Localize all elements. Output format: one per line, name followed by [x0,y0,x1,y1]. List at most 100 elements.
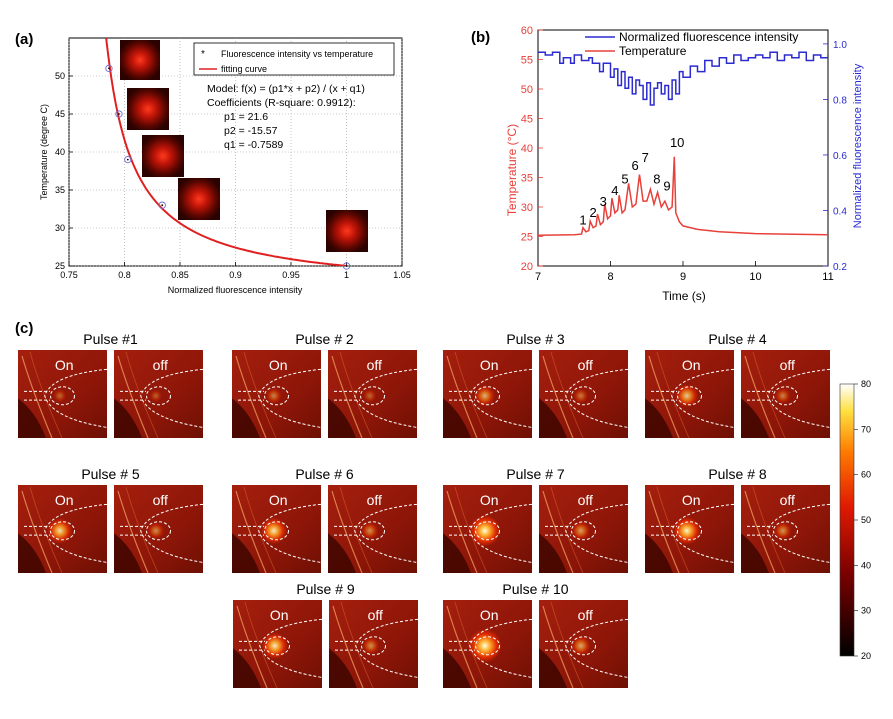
tile-off: off [328,350,418,439]
data-point-center [161,204,164,207]
pulse-title: Pulse # 9 [296,581,355,597]
x-tick-label: 8 [607,271,613,283]
left-tick-label: 50 [521,84,533,96]
tile-dashed-ellipse [50,521,75,541]
inset-image-5 [326,210,368,252]
tile-shadow [18,533,46,573]
colorbar-tick-label: 20 [861,651,871,661]
tile-on: On [232,350,322,439]
x-tick-label: 10 [749,271,761,283]
colorbar-ticks: 20 30 40 50 60 70 80 [854,379,871,661]
right-tick-label: 0.6 [833,151,847,162]
panel-a-model-annotation: Model: f(x) = (p1*x + p2) / (x + q1) Coe… [207,83,365,151]
inset-image-2 [127,88,169,130]
tile-arc [542,355,574,439]
panel-c-label: (c) [15,320,33,337]
tile-dashed-outline [469,503,533,563]
tile-arc [235,490,267,574]
panel-a-label: (a) [15,31,33,48]
annotation-model: Model: f(x) = (p1*x + p2) / (x + q1) [207,83,365,95]
pulse-number-label: 7 [642,150,649,165]
left-tick-label: 35 [521,173,533,185]
tile-label-on: On [269,357,288,373]
tile-label-on: On [55,492,74,508]
tile-dashed-ellipse [146,521,171,541]
tile-arc [340,601,374,689]
tile-dashed-ellipse [773,386,798,406]
pulse-number-label: 3 [600,194,607,209]
data-point [115,110,123,118]
panel-a-legend: * Fluorescence intensity vs temperature … [193,42,395,76]
tile-hotspot [675,384,699,408]
annotation-p1: p1 = 21.6 [224,111,268,123]
tile-arc [446,355,478,439]
tile-label-off: off [368,607,383,623]
tile-shadow [232,533,260,573]
tile-on: On [645,485,735,574]
tile-arc [243,351,277,439]
tile-shadow [232,398,260,438]
tile-off: off [328,485,418,574]
pulse-number-label: 5 [621,171,628,186]
tile-off: off [741,350,831,439]
tile-label-off: off [153,357,168,373]
panel-b-xlabel: Time (s) [662,289,706,303]
colorbar-tick-label: 70 [861,424,871,434]
tile-on: On [233,600,323,689]
tile-hotspot [571,635,591,656]
tile-arc [331,355,363,439]
pulse-number-label: 6 [632,158,639,173]
x-tick-label: 0.9 [229,270,242,280]
tile-arc [29,351,63,439]
tile-dashed-outline [565,503,629,563]
tile-dashed-ellipse [475,386,500,406]
legend-b-1: Normalized fluorescence intensity [619,30,798,44]
panel-b-label: (b) [471,29,490,46]
right-tick-label: 1.0 [833,40,847,51]
right-tick-label: 0.2 [833,262,847,273]
left-tick-label: 40 [521,143,533,155]
pulse-number-label: 8 [653,171,660,186]
x-tick-label: 0.8 [118,270,131,280]
tile-shadow [114,398,142,438]
tile-arc [656,351,690,439]
tile-shadow [328,533,356,573]
tile-dashed-outline [354,503,418,563]
tile-hotspot [260,517,288,544]
panel-a-points [105,64,351,270]
data-point-center [345,265,348,267]
tile-arc [331,490,363,574]
tile-shadow [539,533,567,573]
tile-on: On [18,350,108,439]
tile-hotspot [469,515,501,547]
tile-label-on: On [682,492,701,508]
pulse-title: Pulse # 8 [708,466,767,482]
tile-arc [648,490,680,574]
tile-arc [21,490,53,574]
left-tick-label: 25 [521,232,533,244]
tile-hotspot [468,628,502,663]
tile-on: On [18,485,108,574]
tile-arc [550,486,584,574]
tile-dashed-outline [140,503,204,563]
tile-dashed-outline [355,618,419,678]
tile-arc [752,486,786,574]
inset-image-4 [178,178,220,220]
tile-arc [744,355,776,439]
tile-dashed-ellipse [265,636,290,656]
tile-dashed-ellipse [475,636,500,656]
tile-dashed-outline [767,503,831,563]
data-point [124,155,132,164]
tile-hotspot [774,522,792,540]
tile-off: off [741,485,831,574]
tile-off: off [114,350,204,439]
panel-a: (a) 0.75 0.8 0.85 0.9 0.95 1 1.05 25 30 35 40 45 50… [15,31,411,295]
tile-dashed-outline [671,368,735,428]
tile-label-off: off [578,607,593,623]
left-tick-label: 60 [521,25,533,37]
left-tick-label: 30 [521,202,533,214]
tile-dashed-ellipse [677,521,702,541]
tile-on: On [645,350,735,439]
tile-arc [244,601,278,689]
panel-b-ylabel-right: Normalized fluorescence intensity [852,63,864,228]
